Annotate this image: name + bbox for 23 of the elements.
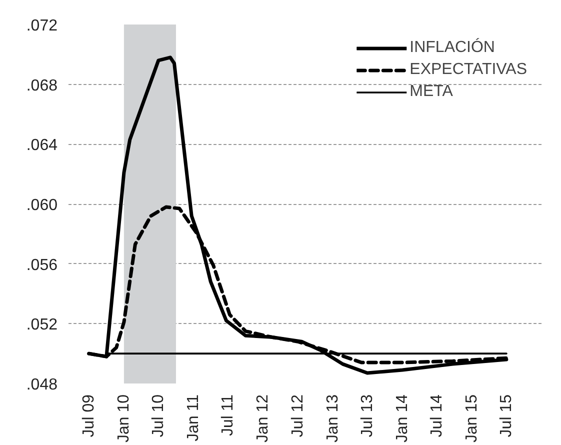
x-tick-label: Jul 12 <box>289 394 306 438</box>
y-tick-label: .052 <box>26 316 58 334</box>
y-tick-label: .064 <box>26 137 58 154</box>
x-tick-label: Jan 15 <box>463 394 480 443</box>
x-tick-label: Jul 11 <box>220 394 237 436</box>
x-tick-label: Jan 11 <box>185 394 202 442</box>
legend-label: EXPECTATIVAS <box>410 61 527 79</box>
x-tick-label: Jan 10 <box>115 394 132 443</box>
y-tick-label: .048 <box>26 376 58 394</box>
x-tick-label: Jan 14 <box>394 394 411 443</box>
x-tick-label: Jul 14 <box>428 394 446 438</box>
y-tick-label: .060 <box>26 197 58 214</box>
x-tick-label: Jul 09 <box>80 394 98 438</box>
y-tick-label: .072 <box>26 18 58 34</box>
y-tick-label: .068 <box>26 77 58 94</box>
x-tick-label: Jul 10 <box>150 394 167 438</box>
legend-label: META <box>410 83 453 101</box>
x-tick-label: Jul 15 <box>498 394 515 438</box>
legend-label: INFLACIÓN <box>410 39 495 57</box>
x-tick-label: Jul 13 <box>358 394 376 438</box>
x-tick-label: Jan 12 <box>254 394 272 443</box>
y-tick-label: .056 <box>26 256 58 274</box>
x-tick-label: Jan 13 <box>324 394 342 443</box>
